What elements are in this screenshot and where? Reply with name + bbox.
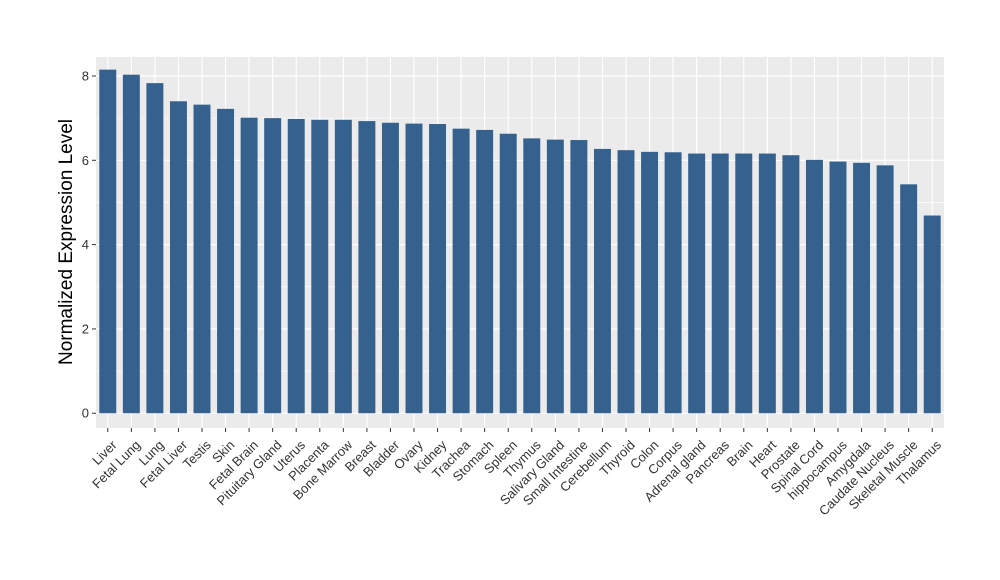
bar <box>240 117 258 414</box>
bar <box>617 150 635 414</box>
y-tick-label: 4 <box>82 237 89 252</box>
bar <box>429 124 447 414</box>
bar <box>523 138 541 414</box>
bar <box>334 119 352 414</box>
bar <box>570 140 588 414</box>
bar <box>99 69 117 414</box>
bar <box>664 152 682 414</box>
bar <box>287 118 305 414</box>
bar <box>217 108 235 414</box>
bar <box>546 139 564 414</box>
bar <box>169 101 187 414</box>
bar <box>829 161 847 414</box>
y-axis-title: Normalized Expression Level <box>56 119 77 365</box>
bar <box>923 215 941 414</box>
bar <box>358 121 376 414</box>
y-tick-label: 2 <box>82 321 89 336</box>
bar <box>735 153 753 414</box>
bar <box>758 153 776 414</box>
y-tick-label: 0 <box>82 406 89 421</box>
bar <box>499 133 517 414</box>
y-tick-label: 8 <box>82 68 89 83</box>
bar <box>711 153 729 414</box>
minor-gridlines <box>96 117 944 372</box>
plot-panel <box>96 57 944 428</box>
bar <box>853 162 871 414</box>
bar <box>782 155 800 414</box>
bar <box>381 122 399 414</box>
bar <box>193 104 211 414</box>
bar <box>264 118 282 414</box>
bar <box>476 129 494 414</box>
bar <box>876 165 894 414</box>
bar <box>405 123 423 414</box>
y-tick-label: 6 <box>82 153 89 168</box>
bar <box>311 119 329 414</box>
bar <box>900 184 918 414</box>
bar <box>688 153 706 414</box>
bar <box>805 159 823 414</box>
bars <box>99 69 941 414</box>
bar <box>641 151 659 414</box>
y-axis: 0 2 4 6 8 <box>82 68 96 421</box>
bar <box>122 74 140 414</box>
bar <box>146 83 164 414</box>
bar <box>452 128 470 414</box>
bar <box>593 148 611 414</box>
